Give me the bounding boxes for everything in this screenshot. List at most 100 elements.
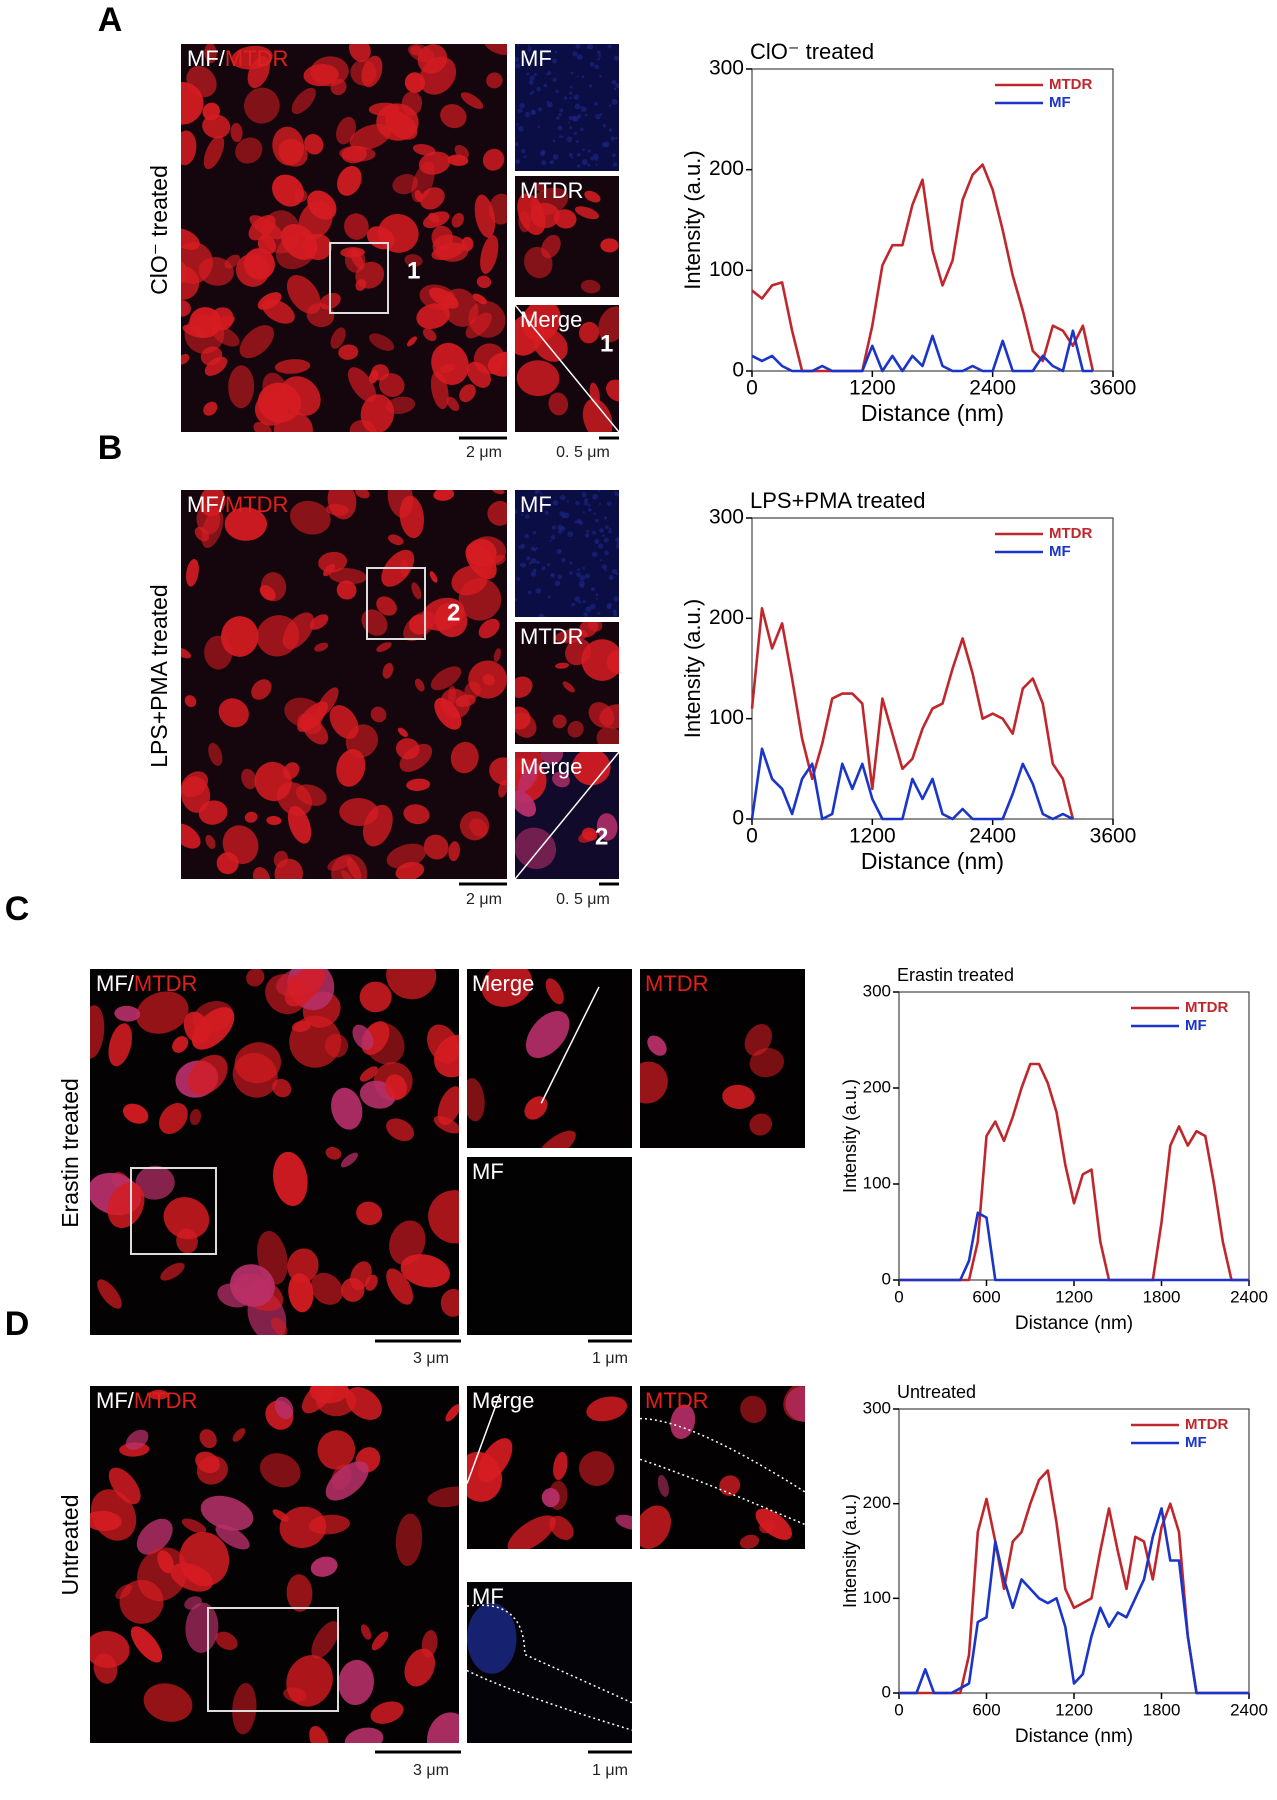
mito [647, 1035, 667, 1056]
noise [568, 121, 571, 124]
noise [552, 154, 559, 160]
mito [382, 662, 394, 679]
micrograph [640, 969, 805, 1148]
mito [310, 1556, 338, 1577]
mito [406, 336, 417, 347]
micrograph [515, 44, 619, 171]
noise [547, 70, 552, 76]
noise [569, 85, 573, 89]
mito [349, 419, 377, 432]
noise [569, 126, 573, 130]
mito [314, 642, 329, 652]
mito [580, 279, 601, 294]
noise [597, 57, 601, 61]
mito [429, 287, 459, 309]
label-part: MF/ [96, 971, 135, 996]
mito [292, 1020, 311, 1032]
mito [428, 1190, 459, 1244]
micrograph [515, 490, 619, 617]
mito [483, 44, 507, 55]
y-axis-label: Intensity (a.u.) [840, 1079, 860, 1193]
mito [224, 254, 241, 269]
mito [515, 314, 544, 356]
noise [592, 530, 597, 535]
mito [553, 1451, 568, 1481]
mito [344, 213, 369, 240]
mito [135, 1165, 175, 1200]
mito [582, 398, 613, 432]
noise [519, 102, 525, 109]
mito [346, 857, 362, 879]
mito [202, 114, 231, 139]
mito [303, 233, 333, 261]
noise [558, 112, 562, 117]
noise [535, 587, 542, 594]
mito [657, 1474, 669, 1497]
mito [204, 44, 217, 64]
noise [604, 569, 607, 572]
noise [532, 547, 537, 552]
mito [310, 1272, 343, 1305]
noise [584, 498, 589, 502]
mito [465, 312, 492, 339]
noise [576, 152, 581, 157]
noise [602, 124, 607, 128]
mito [378, 373, 405, 397]
mito [286, 1574, 313, 1612]
scale-bar-label: 0. 5 μm [556, 891, 610, 908]
mito [271, 1317, 288, 1335]
noise [530, 571, 537, 577]
noise [584, 573, 591, 579]
series-line [750, 607, 1075, 820]
mito [460, 92, 484, 109]
mito [518, 210, 531, 233]
mito [230, 1264, 275, 1307]
x-tick-label: 1800 [1143, 1287, 1181, 1306]
line-scan [515, 305, 619, 432]
mito [279, 1506, 327, 1549]
mito [421, 1630, 438, 1658]
inset-label: MF [472, 1584, 504, 1609]
mito [480, 235, 499, 274]
noise [612, 153, 616, 158]
noise [550, 535, 556, 540]
mito [440, 104, 467, 129]
noise [540, 149, 546, 155]
micrograph [515, 622, 619, 744]
mito [565, 638, 592, 666]
mito [218, 698, 249, 728]
roi-label: 1 [407, 257, 420, 284]
mito [259, 1453, 301, 1488]
mito [181, 646, 192, 659]
mito [181, 130, 197, 166]
mito [371, 364, 389, 381]
mito [231, 45, 273, 70]
noise [582, 600, 586, 604]
noise [563, 96, 568, 100]
mito [596, 726, 619, 744]
mito [606, 379, 619, 402]
noise [599, 113, 603, 116]
inset-label: MF [472, 1159, 504, 1184]
noise [559, 494, 566, 501]
micrograph [90, 969, 459, 1335]
mito [163, 1197, 210, 1240]
noise [573, 94, 579, 100]
mito [340, 870, 354, 879]
noise [612, 162, 618, 167]
chart: Untreated 0 100 200 300 0 600 1200 1800 2400 Dista… [840, 1382, 1268, 1747]
mito [445, 1404, 459, 1422]
y-tick-label: 0 [882, 1682, 891, 1701]
inset-label: Merge [520, 307, 582, 332]
noise [613, 87, 617, 91]
noise [576, 518, 582, 524]
noise [533, 568, 537, 573]
mito [274, 359, 311, 374]
noise [586, 46, 589, 49]
noise [537, 125, 541, 129]
mito [253, 421, 272, 432]
mito [427, 1486, 459, 1508]
mito [492, 490, 505, 495]
legend-label: MF [1185, 1017, 1207, 1034]
